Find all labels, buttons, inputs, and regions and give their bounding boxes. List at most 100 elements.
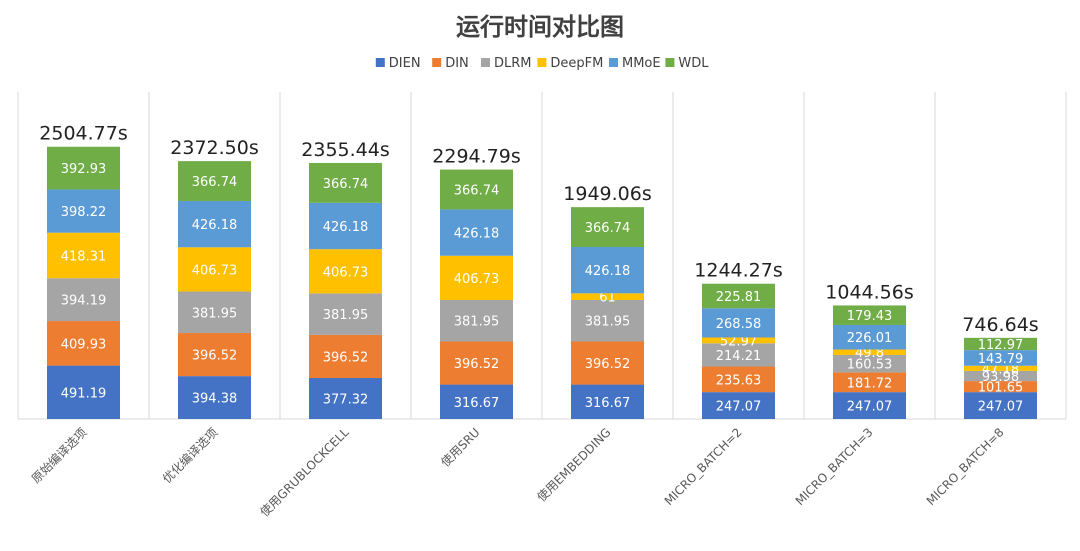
legend-label-dien: DIEN [389,56,421,71]
bar-segment-din [440,341,513,385]
data-label-wdl: 392.93 [61,162,107,177]
bar-segment-dlrm [440,299,513,342]
data-label-wdl: 366.74 [192,175,238,190]
bar-segment-deepfm [440,255,513,300]
data-label-dlrm: 160.53 [847,358,893,373]
data-label-mmoe: 398.22 [61,205,107,220]
bar-segment-wdl [702,283,775,309]
bar-segment-dlrm [702,343,775,367]
data-label-din: 396.52 [454,357,500,372]
bar-segment-mmoe [178,200,251,248]
bar-segment-dlrm [964,370,1037,382]
total-label: 2504.77s [39,123,127,145]
data-label-din: 181.72 [847,376,893,391]
data-label-deepfm: 52.97 [720,334,757,349]
bar-stack: 377.32 396.52 381.95 406.73 426.18 366.74 [309,162,382,419]
bar-segment-deepfm [178,247,251,292]
data-label-dlrm: 394.19 [61,294,107,309]
total-label: 2355.44s [301,139,389,161]
legend: DIEN DIN DLRM DeepFM MMoE WDL [375,56,709,71]
bar-segment-mmoe [833,324,906,350]
legend-swatch-deepfm [537,58,547,67]
data-label-dlrm: 381.95 [323,308,369,323]
category-label: 原始编译选项 [28,425,90,487]
total-label: 1244.27s [694,260,782,282]
data-label-wdl: 366.74 [323,177,369,192]
data-label-dlrm: 93.98 [982,370,1019,385]
bar-segment-din [309,334,382,378]
total-labels: 2504.77s 2372.50s 2355.44s 2294.79s 1949.06s… [39,123,1038,336]
data-label-deepfm: 61 [599,291,616,306]
category-label: 使用SRU [438,425,483,470]
legend-swatch-dien [375,58,385,67]
bar-segment-dien [702,392,775,419]
legend-swatch-din [432,58,442,67]
legend-label-dlrm: DLRM [494,56,532,71]
legend-label-deepfm: DeepFM [550,56,603,71]
bar-segment-mmoe [964,350,1037,366]
bar-segment-wdl [833,305,906,325]
bar-segment-mmoe [571,247,644,294]
data-label-din: 396.52 [585,357,631,372]
data-label-dien: 247.07 [978,400,1024,415]
data-label-mmoe: 143.79 [978,352,1024,367]
data-label-din: 101.65 [978,381,1024,396]
bar-segment-dien [47,365,120,419]
bar-segment-deepfm [571,293,644,300]
data-label-din: 396.52 [192,349,238,364]
bar-segment-deepfm [964,365,1037,371]
category-label: MICRO_BATCH=3 [793,425,876,508]
legend-swatch-dlrm [481,58,490,67]
bar-segment-wdl [47,146,120,190]
category-label: MICRO_BATCH=8 [924,425,1007,508]
bar-stack: 316.67 396.52 381.95 61 426.18 366.74 [571,207,644,419]
category-label: MICRO_BATCH=2 [662,425,745,508]
bar-stack: 394.38 396.52 381.95 406.73 426.18 366.74 [178,161,251,419]
bar-segment-dien [178,376,251,419]
bar-segment-deepfm [833,349,906,355]
data-label-deepfm: 47.18 [982,362,1019,377]
data-label-dien: 491.19 [61,386,107,401]
category-label: 使用GRUBLOCKCELL [257,424,352,519]
category-label: 优化编译选项 [159,425,221,487]
category-label: 使用EMBEDDING [534,425,614,505]
data-label-din: 409.93 [61,337,107,352]
bar-segment-mmoe [47,189,120,233]
bar-segment-din [833,372,906,393]
data-label-wdl: 366.74 [585,221,631,236]
data-label-deepfm: 406.73 [323,265,369,280]
data-label-deepfm: 406.73 [454,272,500,287]
bar-segment-mmoe [309,202,382,250]
bar-segment-deepfm [702,337,775,344]
bar-segment-wdl [964,337,1037,351]
legend-label-wdl: WDL [678,56,709,71]
bar-segment-mmoe [440,209,513,256]
bar-segment-din [178,333,251,377]
data-label-din: 235.63 [716,373,762,388]
bar-segment-deepfm [47,232,120,279]
bar-segment-dlrm [571,299,644,342]
data-label-deepfm: 418.31 [61,249,107,264]
data-label-dlrm: 381.95 [454,315,500,330]
bar-segment-din [702,366,775,393]
data-label-dien: 247.07 [847,400,893,415]
total-label: 1949.06s [563,183,651,205]
data-label-dien: 316.67 [585,396,631,411]
bar-segment-din [964,381,1037,393]
legend-swatch-mmoe [609,58,618,67]
bar-segment-dien [964,392,1037,419]
data-label-dien: 377.32 [323,392,369,407]
bar-segment-dien [440,384,513,419]
data-label-dien: 394.38 [192,392,238,407]
data-label-mmoe: 268.58 [716,317,762,332]
category-separators [17,92,1067,419]
bar-segment-wdl [309,162,382,203]
data-label-mmoe: 426.18 [192,218,238,233]
legend-label-mmoe: MMoE [622,56,661,71]
data-label-mmoe: 426.18 [323,220,369,235]
data-label-din: 396.52 [323,350,369,365]
